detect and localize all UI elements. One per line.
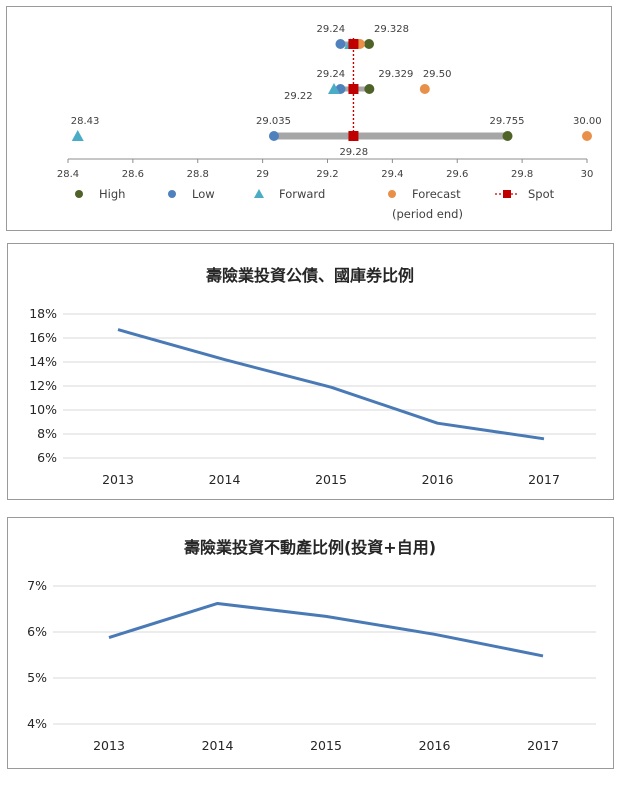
high-marker — [364, 39, 375, 49]
x-tick-label: 29.2 — [316, 169, 338, 180]
spot-marker — [348, 39, 359, 49]
legend-label: Forward — [279, 187, 325, 201]
forward-marker — [327, 83, 340, 94]
bond-ratio-chart: 壽險業投資公債、國庫券比例 6% 8% 10% 12% 14% 16% 18% 2013 201… — [29, 266, 596, 487]
forecast-marker — [582, 131, 592, 141]
x-tick-label: 2016 — [419, 738, 451, 753]
chart-title: 壽險業投資公債、國庫券比例 — [206, 266, 414, 285]
x-tick-label: 29.8 — [511, 169, 533, 180]
x-tick-label: 2015 — [315, 472, 347, 487]
legend-marker-forecast — [388, 190, 396, 198]
x-tick-label: 2013 — [93, 738, 125, 753]
data-label: 30.00 — [573, 116, 602, 127]
x-tick-label: 29.6 — [446, 169, 468, 180]
low-marker — [268, 131, 279, 141]
y-tick-label: 4% — [27, 716, 47, 731]
real-estate-ratio-chart: 壽險業投資不動產比例(投資+自用) 4% 5% 6% 7% 2013 2014 2015 20… — [27, 538, 596, 753]
data-label: 29.24 — [316, 69, 345, 80]
high-marker — [364, 84, 375, 94]
y-tick-label: 10% — [29, 402, 57, 417]
legend-label: Forecast — [412, 187, 461, 201]
x-tick-label: 28.8 — [187, 169, 209, 180]
x-tick-label: 28.4 — [57, 169, 79, 180]
data-label: 28.43 — [71, 116, 100, 127]
y-tick-label: 8% — [37, 426, 57, 441]
x-tick-label: 29 — [256, 169, 269, 180]
x-tick-label: 2014 — [202, 738, 234, 753]
data-line — [117, 328, 545, 441]
legend-marker-forward — [254, 189, 264, 198]
y-tick-label: 6% — [27, 624, 47, 639]
fx-range-chart-panel: 28.4 28.6 28.8 29 29.2 29.4 29.6 29.8 30 29.24 29.… — [6, 6, 612, 231]
data-label: 29.22 — [284, 91, 313, 102]
legend-marker-low — [168, 190, 176, 198]
x-tick-label: 2014 — [209, 472, 241, 487]
x-tick-label: 29.4 — [381, 169, 403, 180]
x-tick-label: 2015 — [310, 738, 342, 753]
legend-label: High — [99, 187, 125, 201]
forward-marker — [71, 130, 84, 141]
data-label: 29.329 — [378, 69, 413, 80]
chart-title: 壽險業投資不動產比例(投資+自用) — [184, 538, 436, 557]
data-label: 29.24 — [316, 24, 345, 35]
data-label: 29.035 — [256, 116, 291, 127]
legend-label: Spot — [528, 187, 555, 201]
y-tick-label: 18% — [29, 306, 57, 321]
y-tick-label: 5% — [27, 670, 47, 685]
x-tick-label: 30 — [581, 169, 594, 180]
legend-marker-spot — [503, 190, 511, 198]
x-tick-label: 2013 — [102, 472, 134, 487]
data-label: 29.50 — [423, 69, 452, 80]
x-tick-label: 2017 — [527, 738, 559, 753]
legend-label: Low — [192, 187, 215, 201]
data-line — [108, 601, 544, 658]
x-tick-label: 28.6 — [122, 169, 144, 180]
y-tick-label: 14% — [29, 354, 57, 369]
y-tick-label: 12% — [29, 378, 57, 393]
y-tick-label: 7% — [27, 578, 47, 593]
x-tick-label: 2017 — [528, 472, 560, 487]
high-marker — [502, 131, 513, 141]
spot-marker — [348, 131, 359, 141]
x-tick-label: 2016 — [422, 472, 454, 487]
spot-marker — [348, 84, 359, 94]
y-tick-label: 6% — [37, 450, 57, 465]
legend-marker-high — [75, 190, 83, 198]
y-tick-label: 16% — [29, 330, 57, 345]
data-label: 29.28 — [339, 147, 368, 158]
real-estate-ratio-chart-panel: 壽險業投資不動產比例(投資+自用) 4% 5% 6% 7% 2013 2014 2015 20… — [7, 517, 614, 769]
bond-ratio-chart-panel: 壽險業投資公債、國庫券比例 6% 8% 10% 12% 14% 16% 18% 2013 201… — [7, 243, 614, 500]
legend-sublabel: (period end) — [392, 207, 463, 221]
low-marker — [335, 39, 346, 49]
data-label: 29.755 — [490, 116, 525, 127]
data-label: 29.328 — [374, 24, 409, 35]
forecast-marker — [419, 84, 430, 94]
